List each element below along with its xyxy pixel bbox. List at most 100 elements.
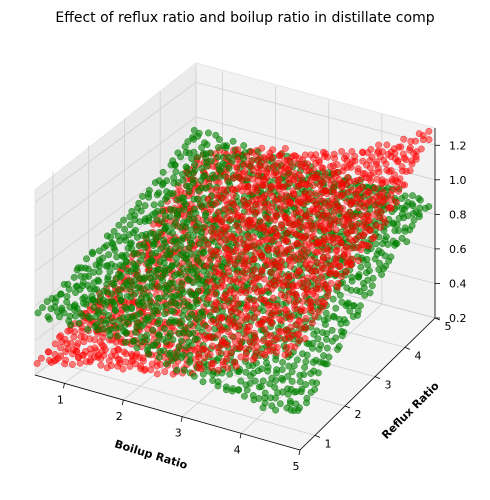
chart-title: Effect of reflux ratio and boilup ratio … [55,10,434,26]
scatter-point-green [179,329,187,337]
scatter-point-red [267,269,275,277]
scatter-point-red [261,351,269,359]
scatter-point-red [253,337,260,345]
scatter-points [33,126,433,415]
scatter-point-green [132,328,139,336]
scatter-point-green [85,272,93,280]
scatter-point-red [222,236,230,244]
x-tick-mark [239,433,242,439]
scatter-point-green [194,153,201,161]
scatter-point-red [286,315,294,323]
scatter-point-red [310,226,318,234]
scatter-point-green [173,366,181,374]
scatter-point-red [225,268,233,276]
scatter-point-green [228,387,236,395]
scatter-point-green [145,193,153,201]
scatter-point-red [319,240,327,248]
scatter-point-green [159,168,167,176]
scatter-point-green [155,331,163,339]
scatter-point-green [159,179,167,187]
scatter-point-green [188,240,196,247]
scatter-point-red [339,182,347,190]
scatter-point-green [149,326,157,334]
scatter-point-green [185,314,193,322]
scatter-point-red [272,336,280,344]
scatter-point-green [361,291,369,299]
scatter-point-green [255,383,263,391]
scatter-point-red [304,195,312,203]
scatter-point-green [324,315,332,323]
scatter-point-red [351,157,359,165]
scatter-point-green [384,240,392,248]
scatter-point-red [220,302,228,310]
scatter-point-green [294,406,302,414]
scatter-point-red [285,179,293,187]
scatter-point-red [232,247,240,255]
scatter-point-green [111,263,119,271]
scatter-point-green [254,367,262,375]
scatter-point-green [90,285,98,293]
scatter-point-green [189,303,197,311]
scatter-point-green [172,317,180,325]
scatter-point-green [169,229,176,237]
scatter-point-red [417,145,425,153]
scatter-point-red [383,141,391,149]
scatter-point-red [337,272,345,280]
grid-line-z [34,81,436,203]
scatter-point-red [300,235,308,243]
scatter-point-green [178,170,186,178]
scatter-point-red [225,208,233,216]
scatter-point-red [382,160,390,168]
scatter-point-red [261,155,269,163]
scatter-point-red [268,285,276,293]
scatter-point-green [332,304,340,312]
scatter-point-green [149,312,157,320]
scatter-point-green [189,279,197,287]
scatter-point-red [295,317,303,325]
scatter-point-green [226,370,234,378]
scatter-point-green [259,404,267,412]
scatter-point-green [365,267,373,275]
scatter-point-red [381,218,389,226]
scatter-point-green [240,142,248,150]
scatter-point-green [191,336,199,343]
scatter-point-green [171,272,178,280]
scatter-point-red [57,344,64,352]
scatter-point-red [281,202,289,210]
scatter-point-red [286,334,293,342]
scatter-point-red [349,237,357,245]
scatter-point-green [313,379,321,387]
scatter-point-green [161,270,169,278]
scatter-point-green [139,192,146,200]
scatter-point-red [76,359,84,367]
scatter-point-green [120,216,128,224]
scatter-point-green [215,136,223,144]
scatter-point-green [191,166,199,174]
scatter-point-green [173,254,180,262]
scatter-point-red [238,176,246,184]
scatter-point-green [181,254,188,262]
scatter-point-green [391,241,399,249]
scatter-point-green [247,372,254,380]
scatter-point-red [228,308,235,316]
scatter-point-red [338,147,346,155]
scatter-point-green [346,307,354,315]
scatter-point-green [140,275,148,283]
scatter-point-green [114,332,122,340]
scatter-point-red [229,191,237,199]
scatter-point-red [363,161,370,169]
scatter-point-red [287,262,295,270]
scatter-point-green [415,210,423,218]
scatter-point-red [51,340,59,348]
scatter-point-red [376,223,384,231]
scatter-point-red [268,236,276,244]
x-tick-mark [121,399,124,406]
scatter-point-red [269,294,277,302]
scatter-point-red [281,144,289,152]
scatter-point-red [207,206,215,213]
scatter-point-green [150,201,158,209]
scatter-point-green [368,282,376,290]
scatter-point-green [206,149,214,157]
scatter-point-red [287,200,295,208]
